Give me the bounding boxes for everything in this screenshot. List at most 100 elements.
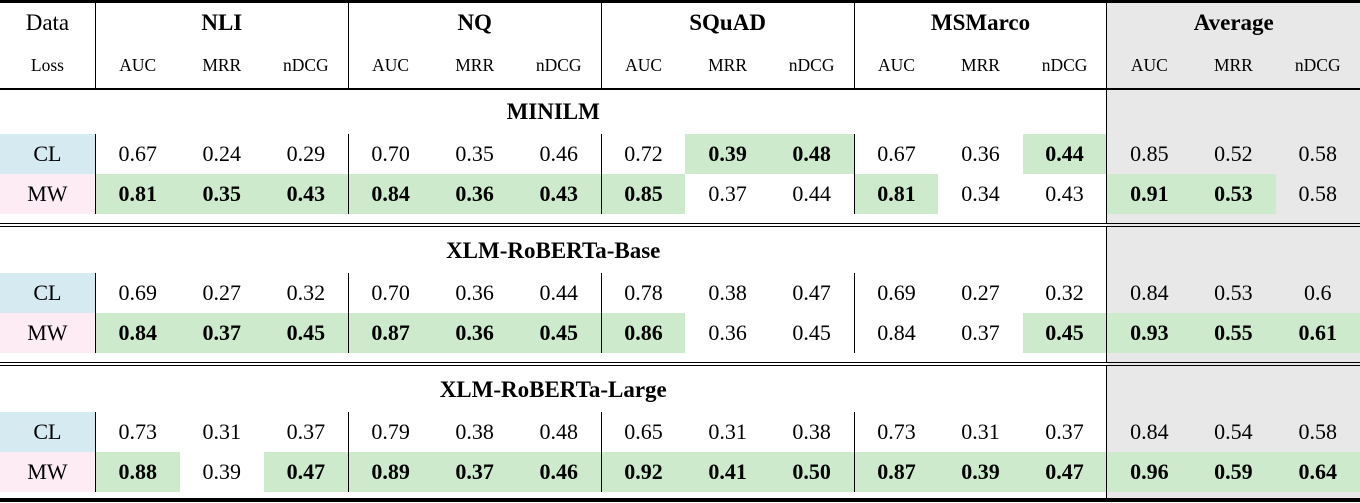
metric-header: nDCG — [1275, 43, 1360, 90]
corner-label-data: Data — [25, 10, 70, 35]
metric-cell: 0.35 — [455, 141, 494, 166]
metric-cell: 0.81 — [94, 174, 180, 214]
metric-cell: 0.59 — [1191, 452, 1276, 492]
metric-cell: 0.86 — [600, 313, 686, 353]
metric-cell: 0.37 — [1045, 419, 1084, 444]
metric-cell: 0.87 — [853, 452, 939, 492]
metric-cell: 0.44 — [539, 280, 578, 305]
section-divider-rule — [0, 223, 1360, 229]
metric-cell: 0.37 — [432, 452, 517, 492]
metric-cell: 0.48 — [769, 134, 855, 174]
metric-cell: 0.36 — [961, 141, 1000, 166]
metric-cell: 0.78 — [600, 273, 686, 313]
metric-cell: 0.35 — [179, 174, 264, 214]
data-row-cl: CL 0.73 0.31 0.37 0.79 0.38 0.48 0.65 0.31 0.38 0… — [0, 412, 1360, 452]
metric-cell: 0.58 — [1275, 134, 1360, 174]
metric-cell: 0.91 — [1106, 174, 1192, 214]
metric-cell: 0.43 — [263, 174, 349, 214]
metric-cell: 0.92 — [600, 452, 686, 492]
metric-cell: 0.73 — [94, 412, 180, 452]
metric-header: MRR — [1191, 43, 1276, 90]
metric-cell: 0.46 — [516, 452, 602, 492]
section-spacer — [0, 353, 1360, 364]
metric-cell: 0.39 — [685, 134, 770, 174]
metric-header: AUC — [1106, 43, 1192, 90]
average-band-filler — [1106, 368, 1360, 412]
metric-cell: 0.45 — [516, 313, 602, 353]
metric-cell: 0.73 — [853, 412, 939, 452]
metric-cell: 0.58 — [1275, 412, 1360, 452]
bottom-spacer — [0, 492, 1360, 498]
model-header-row: XLM-RoBERTa-Base — [0, 229, 1360, 273]
data-row-cl: CL 0.67 0.24 0.29 0.70 0.35 0.46 0.72 0.39 0.48 0… — [0, 134, 1360, 174]
metric-header: MRR — [432, 43, 517, 90]
metric-cell: 0.87 — [347, 313, 433, 353]
metric-cell: 0.43 — [1045, 181, 1084, 206]
metric-cell: 0.36 — [432, 313, 517, 353]
metric-cell: 0.72 — [600, 134, 686, 174]
model-name: XLM-RoBERTa-Base — [446, 238, 661, 263]
metric-header: MRR — [179, 43, 264, 90]
metric-cell: 0.84 — [853, 313, 939, 353]
metric-cell: 0.79 — [347, 412, 433, 452]
metric-cell: 0.39 — [202, 459, 242, 484]
metric-cell: 0.27 — [202, 280, 242, 305]
metric-cell: 0.70 — [347, 273, 433, 313]
results-table: Data NLI NQ SQuAD MSMarco Average Loss A… — [0, 3, 1360, 498]
metric-cell: 0.46 — [539, 141, 578, 166]
metric-cell: 0.36 — [432, 174, 517, 214]
metric-header: AUC — [347, 43, 433, 90]
metric-cell: 0.53 — [1191, 273, 1276, 313]
metric-cell: 0.96 — [1106, 452, 1192, 492]
header-metric-row: Loss AUC MRR nDCG AUC MRR nDCG AUC MRR n… — [0, 43, 1360, 90]
metric-cell: 0.50 — [769, 452, 855, 492]
metric-header: AUC — [600, 43, 686, 90]
model-header-row: MINILM — [0, 89, 1360, 134]
metric-cell: 0.31 — [708, 419, 747, 444]
metric-cell: 0.37 — [961, 320, 1000, 345]
metric-cell: 0.84 — [94, 313, 180, 353]
metric-cell: 0.45 — [263, 313, 349, 353]
metric-cell: 0.44 — [1022, 134, 1107, 174]
header-group-nq: NQ — [347, 3, 602, 43]
metric-cell: 0.84 — [1106, 273, 1192, 313]
metric-cell: 0.24 — [202, 141, 242, 166]
metric-cell: 0.85 — [600, 174, 686, 214]
header-group-nli: NLI — [94, 3, 349, 43]
model-name: XLM-RoBERTa-Large — [439, 377, 667, 402]
metric-cell: 0.31 — [202, 419, 242, 444]
header-group-average: Average — [1106, 3, 1360, 43]
average-band-filler — [1106, 229, 1360, 273]
header-group-msmarco: MSMarco — [853, 3, 1107, 43]
metric-cell: 0.38 — [708, 280, 747, 305]
data-row-cl: CL 0.69 0.27 0.32 0.70 0.36 0.44 0.78 0.38 0.47 0… — [0, 273, 1360, 313]
metric-cell: 0.39 — [938, 452, 1023, 492]
metric-cell: 0.65 — [600, 412, 686, 452]
metric-header: nDCG — [769, 43, 855, 90]
metric-cell: 0.58 — [1275, 174, 1360, 214]
metric-cell: 0.70 — [347, 134, 433, 174]
metric-cell: 0.53 — [1191, 174, 1276, 214]
metric-cell: 0.34 — [961, 181, 1000, 206]
metric-cell: 0.37 — [286, 419, 326, 444]
metric-cell: 0.32 — [286, 280, 326, 305]
metric-cell: 0.69 — [94, 273, 180, 313]
metric-cell: 0.84 — [1106, 412, 1192, 452]
section-spacer — [0, 214, 1360, 225]
metric-cell: 0.67 — [853, 134, 939, 174]
metric-cell: 0.45 — [792, 320, 831, 345]
metric-cell: 0.54 — [1191, 412, 1276, 452]
metric-header: nDCG — [516, 43, 602, 90]
metric-header: nDCG — [263, 43, 349, 90]
metric-cell: 0.47 — [792, 280, 831, 305]
metric-cell: 0.32 — [1045, 280, 1084, 305]
header-group-squad: SQuAD — [600, 3, 855, 43]
metric-header: AUC — [853, 43, 939, 90]
metric-cell: 0.85 — [1106, 134, 1192, 174]
metric-header: AUC — [94, 43, 180, 90]
row-label-cl: CL — [0, 134, 96, 174]
model-header-row: XLM-RoBERTa-Large — [0, 368, 1360, 412]
row-label-mw: MW — [0, 174, 96, 214]
data-row-mw: MW 0.84 0.37 0.45 0.87 0.36 0.45 0.86 0.36 0.45 0… — [0, 313, 1360, 353]
